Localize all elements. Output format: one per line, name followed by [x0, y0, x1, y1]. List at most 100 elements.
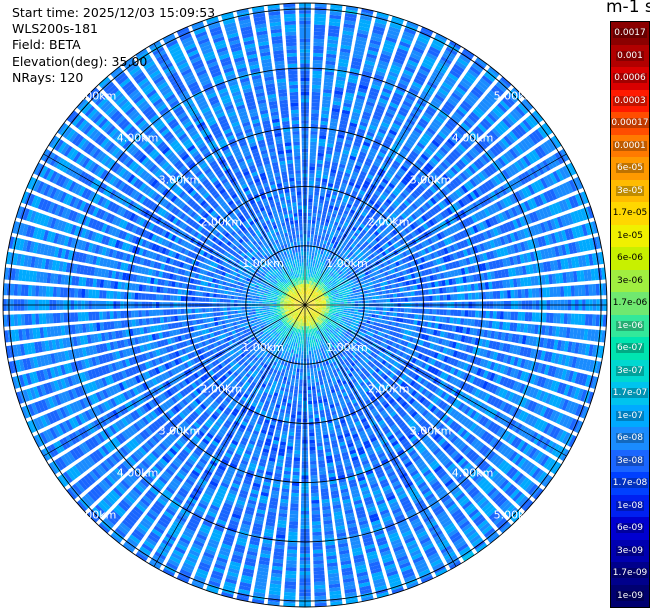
- range-gate: [342, 241, 347, 247]
- range-gate: [320, 250, 324, 255]
- range-gate: [376, 228, 382, 234]
- range-gate: [509, 110, 520, 122]
- range-gate: [366, 223, 372, 229]
- range-gate: [452, 203, 459, 212]
- range-gate: [339, 296, 344, 299]
- range-gate: [449, 135, 459, 145]
- range-gate: [359, 214, 365, 220]
- range-gate: [361, 260, 367, 265]
- range-gate: [334, 148, 342, 153]
- range-gate: [315, 181, 321, 186]
- range-gate: [337, 170, 344, 176]
- range-gate: [417, 290, 422, 296]
- range-gate: [406, 207, 413, 215]
- range-gate: [397, 298, 401, 302]
- range-gate: [305, 290, 307, 295]
- range-gate: [460, 285, 465, 292]
- range-gate: [313, 278, 316, 282]
- range-gate: [332, 279, 336, 284]
- range-gate: [381, 91, 391, 98]
- range-gate: [379, 299, 384, 303]
- range-gate: [327, 32, 339, 38]
- range-gate: [345, 206, 351, 212]
- range-gate: [321, 217, 326, 222]
- range-gate: [319, 228, 323, 233]
- range-gate: [408, 205, 416, 212]
- range-gate: [445, 156, 454, 165]
- range-gate: [391, 229, 398, 236]
- range-gate: [416, 320, 422, 326]
- range-gate: [314, 231, 319, 236]
- range-gate: [508, 130, 519, 142]
- range-gate: [488, 90, 500, 101]
- range-gate: [349, 261, 354, 266]
- range-gate: [319, 293, 324, 296]
- range-gate: [349, 291, 354, 294]
- range-gate: [407, 233, 414, 240]
- range-gate: [489, 291, 494, 299]
- range-gate: [373, 111, 383, 118]
- range-gate: [306, 255, 309, 259]
- range-gate: [327, 136, 335, 141]
- range-gate: [348, 246, 354, 251]
- range-gate: [432, 206, 440, 214]
- range-gate: [381, 204, 388, 210]
- range-gate: [373, 22, 386, 29]
- range-gate: [465, 116, 476, 127]
- range-gate: [458, 159, 467, 168]
- range-gate: [400, 165, 408, 172]
- range-gate: [313, 238, 317, 242]
- range-gate: [351, 258, 357, 264]
- range-gate: [318, 374, 322, 379]
- range-gate: [346, 313, 351, 316]
- range-gate: [453, 89, 464, 99]
- range-gate: [465, 167, 474, 177]
- range-gate: [344, 261, 349, 266]
- range-gate: [305, 283, 307, 288]
- range-gate: [367, 127, 376, 134]
- range-gate: [322, 178, 328, 183]
- range-gate: [343, 146, 351, 152]
- range-gate: [420, 153, 429, 161]
- range-gate: [348, 74, 359, 81]
- range-gate: [470, 89, 482, 99]
- range-gate: [415, 39, 428, 48]
- range-gate: [341, 182, 347, 188]
- range-gate: [333, 184, 340, 189]
- range-gate: [393, 293, 397, 298]
- range-gate: [486, 92, 497, 103]
- range-gate: [317, 289, 321, 293]
- range-gate: [313, 52, 324, 57]
- range-gate: [382, 87, 392, 95]
- range-gate: [311, 252, 315, 256]
- range-gate: [364, 313, 369, 317]
- range-gate: [443, 103, 453, 113]
- range-gate: [342, 259, 347, 264]
- range-gate: [472, 86, 484, 96]
- range-gate: [411, 49, 423, 58]
- range-gate: [466, 180, 475, 190]
- range-gate: [475, 292, 479, 300]
- range-gate: [403, 200, 410, 207]
- range-gate: [332, 270, 337, 274]
- range-gate: [308, 184, 314, 189]
- range-gate: [382, 46, 394, 54]
- range-gate: [336, 250, 341, 255]
- range-gate: [310, 292, 313, 297]
- range-gate: [307, 300, 311, 303]
- range-gate: [332, 209, 338, 215]
- range-gate: [400, 148, 409, 155]
- range-gate: [314, 274, 318, 279]
- range-gate: [364, 60, 376, 67]
- range-gate: [306, 283, 308, 288]
- range-gate: [351, 115, 360, 121]
- range-gate: [427, 145, 436, 153]
- range-gate: [350, 118, 359, 125]
- range-gate: [336, 237, 341, 243]
- range-gate: [468, 292, 472, 300]
- range-gate: [390, 126, 399, 133]
- ray: [305, 98, 534, 305]
- range-gate: [336, 226, 342, 231]
- range-gate: [418, 170, 427, 178]
- range-gate: [313, 296, 317, 299]
